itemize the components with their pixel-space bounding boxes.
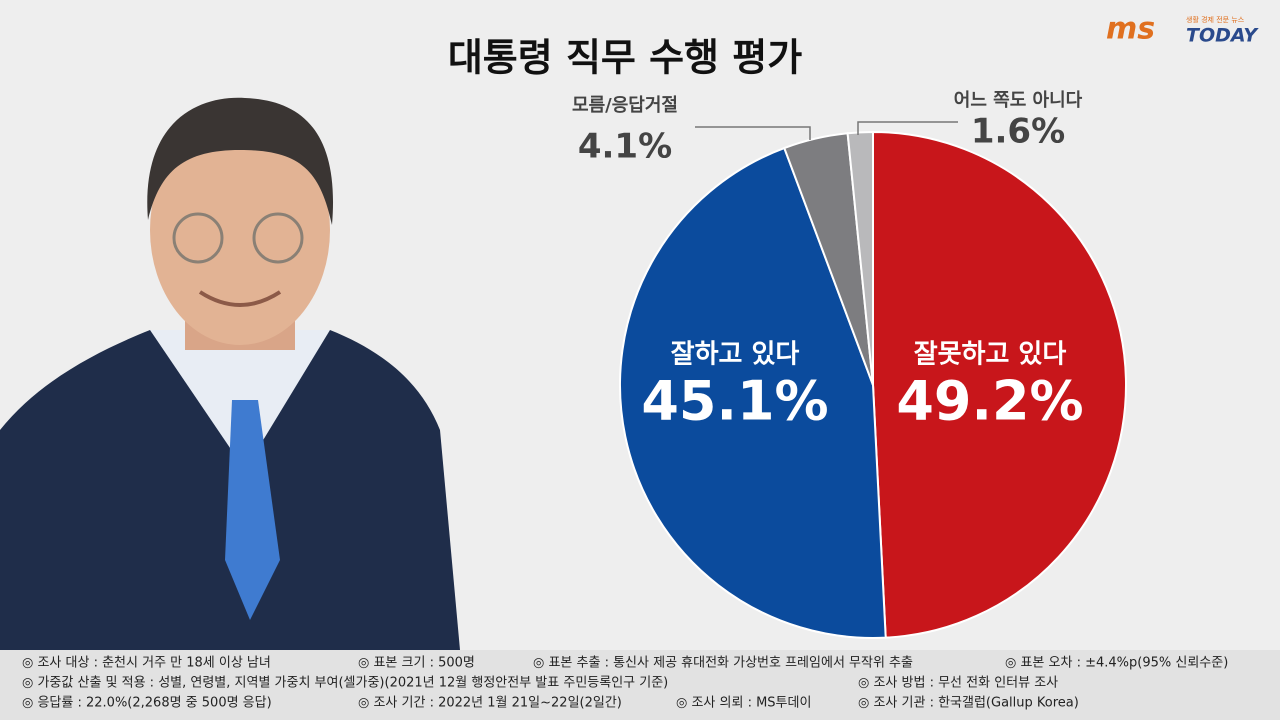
logo-name: TODAY xyxy=(1186,25,1259,47)
glasses-left xyxy=(172,212,224,264)
value-label: 49.2% xyxy=(896,370,1083,433)
footnote: ◎ 표본 오차 : ±4.4%p(95% 신뢰수준) xyxy=(1005,656,1228,671)
face xyxy=(150,115,330,345)
slice-label: 잘못하고 있다 xyxy=(914,340,1067,370)
pie-slice xyxy=(846,130,874,386)
footnotes: ◎ 조사 대상 : 춘천시 거주 만 18세 이상 남녀 ◎ 표본 크기 : 50… xyxy=(22,656,1228,711)
footnote: ◎ 조사 의뢰 : MS투데이 xyxy=(676,696,811,711)
chart-title: 대통령 직무 수행 평가 xyxy=(448,36,802,80)
footnote: ◎ 조사 기간 : 2022년 1월 21일~22일(2일간) xyxy=(358,696,622,711)
pie-slice xyxy=(872,130,1127,639)
footnote: ◎ 표본 크기 : 500명 xyxy=(358,656,475,671)
value-label: 1.6% xyxy=(971,112,1065,152)
slice-label: 잘하고 있다 xyxy=(671,340,800,370)
logo-brand: ms xyxy=(1106,12,1155,47)
value-label: 4.1% xyxy=(578,127,672,167)
value-label: 45.1% xyxy=(641,370,828,433)
slice-label: 어느 쪽도 아니다 xyxy=(954,90,1083,111)
slice-label: 모름/응답거절 xyxy=(572,95,678,116)
smile xyxy=(198,290,282,307)
portrait xyxy=(0,97,460,650)
footnote: ◎ 조사 방법 : 무선 전화 인터뷰 조사 xyxy=(858,676,1058,691)
leader-line xyxy=(695,126,811,140)
footnote: ◎ 응답률 : 22.0%(2,268명 중 500명 응답) xyxy=(22,696,272,711)
pie xyxy=(619,130,1127,639)
footnote: ◎ 가중값 산출 및 적용 : 성별, 연령별, 지역별 가중치 부여(셀가중)… xyxy=(22,675,668,691)
pie-slice xyxy=(619,146,887,639)
glasses-right xyxy=(252,212,304,264)
footnote: ◎ 조사 기관 : 한국갤럽(Gallup Korea) xyxy=(858,696,1079,711)
footnote: ◎ 표본 추출 : 통신사 제공 휴대전화 가상번호 프레임에서 무작위 추출 xyxy=(533,656,913,671)
logo-tagline: 생활 경제 전문 뉴스 xyxy=(1186,15,1245,24)
hair xyxy=(147,97,334,225)
footnote: ◎ 조사 대상 : 춘천시 거주 만 18세 이상 남녀 xyxy=(22,656,271,671)
footer-band xyxy=(0,650,1280,720)
leader-line xyxy=(857,121,958,135)
tie xyxy=(225,400,280,620)
